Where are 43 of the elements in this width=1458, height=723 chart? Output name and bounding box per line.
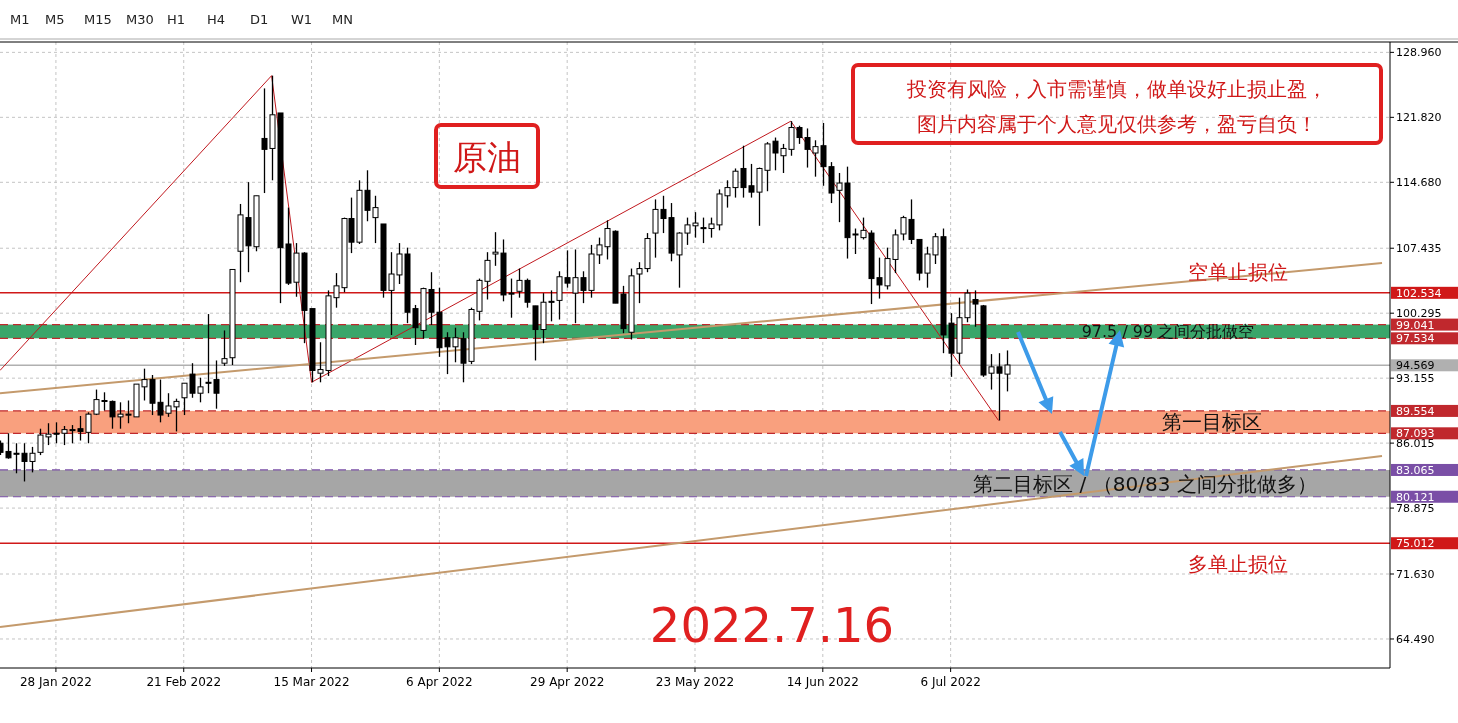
band-label: 第二目标区 / （80/83 之间分批做多） — [973, 471, 1317, 496]
ref-line-label: 99.041 — [1396, 318, 1435, 332]
x-tick-label: 29 Apr 2022 — [530, 675, 605, 689]
text: D1 — [250, 12, 269, 27]
text: M1 — [10, 12, 30, 27]
x-tick-label: 14 Jun 2022 — [786, 675, 859, 689]
annotation: 2022.7.16 — [649, 597, 895, 653]
y-tick-label: 121.820 — [1396, 111, 1442, 125]
text: H1 — [167, 12, 186, 27]
ref-line-label: 83.065 — [1396, 463, 1435, 477]
x-tick-label: 23 May 2022 — [655, 675, 735, 689]
ref-line-label: 80.121 — [1396, 490, 1435, 504]
y-tick-label: 100.295 — [1396, 307, 1442, 321]
x-tick-label: 28 Jan 2022 — [19, 675, 92, 689]
y-tick-label: 64.490 — [1396, 632, 1435, 646]
y-tick-label: 78.875 — [1396, 502, 1435, 516]
y-tick-label: 128.960 — [1396, 46, 1442, 60]
x-tick-label: 6 Jul 2022 — [920, 675, 981, 689]
x-tick-label: 6 Apr 2022 — [406, 675, 473, 689]
x-tick-label: 21 Feb 2022 — [146, 675, 222, 689]
ref-line-label: 97.534 — [1396, 332, 1435, 346]
annotation: 投资有风险，入市需谨慎，做单设好止损止盈，图片内容属于个人意见仅供参考，盈亏自负！ — [906, 77, 1327, 136]
y-tick-label: 86.015 — [1396, 437, 1435, 451]
text: M5 — [45, 12, 65, 27]
ref-line-label: 89.554 — [1396, 404, 1435, 418]
ref-line-label: 102.534 — [1396, 286, 1442, 300]
ref-line-label: 94.569 — [1396, 359, 1435, 373]
ref-line-label: 75.012 — [1396, 537, 1435, 551]
x-tick-label: 15 Mar 2022 — [273, 675, 350, 689]
text: H4 — [207, 12, 226, 27]
y-tick-label: 71.630 — [1396, 568, 1435, 582]
y-tick-label: 93.155 — [1396, 372, 1435, 386]
y-tick-label: 114.680 — [1396, 176, 1442, 190]
y-tick-label: 107.435 — [1396, 242, 1442, 256]
band-label: 第一目标区 — [1162, 410, 1262, 435]
band-label: 97.5 / 99 之间分批做空 — [1081, 322, 1255, 342]
text: M30 — [126, 12, 154, 27]
text: W1 — [291, 12, 313, 27]
candlestick — [221, 329, 228, 367]
text: M15 — [84, 12, 112, 27]
annotation: 原油 — [453, 137, 521, 177]
annotation: 多单止损位 — [1188, 552, 1288, 577]
text: MN — [332, 12, 353, 27]
